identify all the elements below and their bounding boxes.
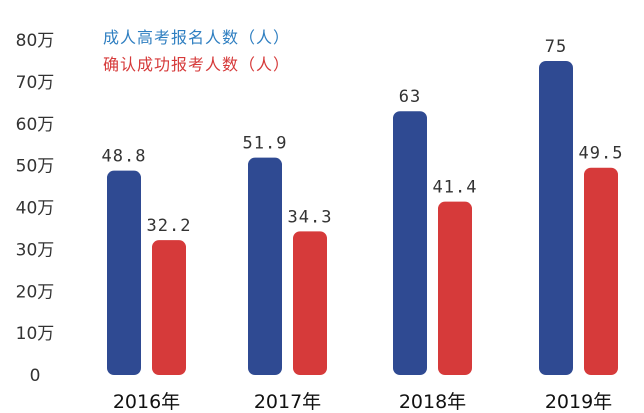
y-tick-label: 0	[30, 366, 41, 386]
bar-series-1	[107, 170, 141, 375]
data-label: 48.8	[102, 147, 147, 167]
y-tick-label: 70万	[16, 73, 55, 93]
y-tick-label: 60万	[16, 115, 55, 135]
bar-series-1	[393, 111, 427, 375]
data-label: 32.2	[147, 216, 192, 236]
data-label: 63	[399, 87, 421, 107]
bars: 48.8 32.2 51.9 34.3 63 41.4 75 49.5	[102, 37, 624, 375]
x-tick-label: 2018年	[399, 391, 466, 413]
data-label: 49.5	[579, 144, 624, 164]
y-tick-label: 80万	[16, 31, 55, 51]
x-tick-label: 2016年	[113, 391, 180, 413]
data-label: 75	[545, 37, 567, 57]
data-label: 51.9	[243, 134, 288, 154]
bar-series-1	[539, 60, 573, 375]
y-tick-label: 40万	[16, 199, 55, 219]
data-label: 41.4	[433, 178, 478, 198]
x-axis: 2016年 2017年 2018年 2019年	[113, 391, 612, 413]
y-tick-label: 50万	[16, 157, 55, 177]
y-axis: 0 10万 20万 30万 40万 50万 60万 70万 80万	[16, 31, 55, 386]
legend-entry-series-1: 成人高考报名人数（人）	[103, 28, 290, 47]
x-tick-label: 2017年	[254, 391, 321, 413]
bar-series-2	[293, 231, 327, 375]
y-tick-label: 20万	[16, 282, 55, 302]
x-tick-label: 2019年	[545, 391, 612, 413]
bar-series-1	[248, 157, 282, 375]
bar-series-2	[584, 167, 618, 375]
bar-series-2	[438, 201, 472, 375]
data-label: 34.3	[288, 207, 333, 227]
legend-entry-series-2: 确认成功报考人数（人）	[103, 55, 290, 74]
y-tick-label: 10万	[16, 324, 55, 344]
legend: 成人高考报名人数（人） 确认成功报考人数（人）	[103, 28, 290, 74]
bar-series-2	[152, 240, 186, 375]
y-tick-label: 30万	[16, 240, 55, 260]
